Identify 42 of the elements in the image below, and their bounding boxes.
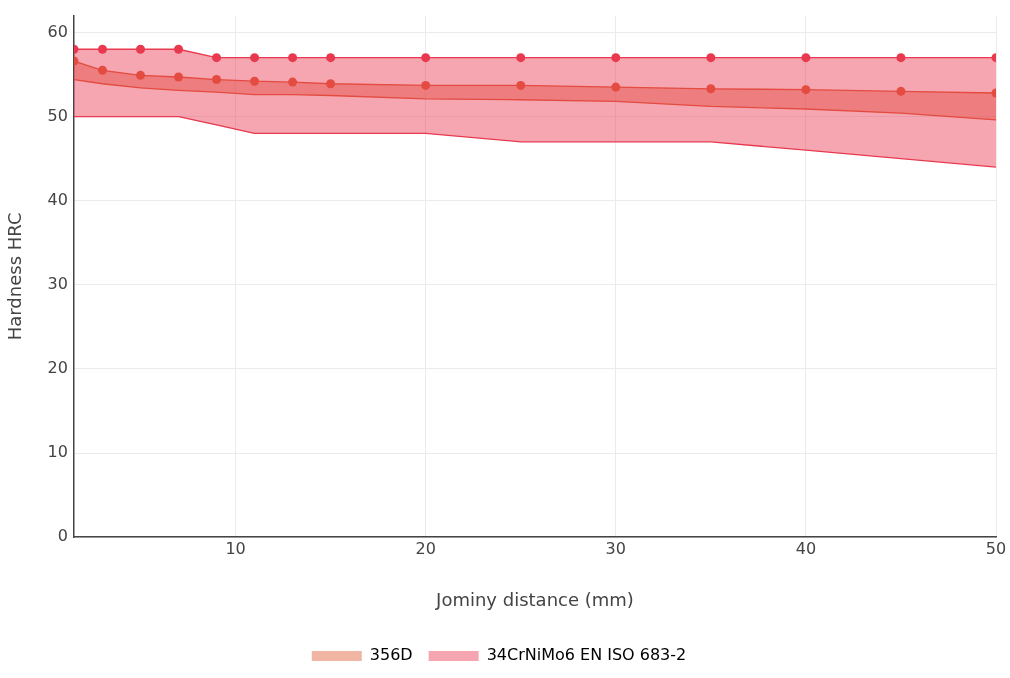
x-tick-label: 30 (605, 538, 626, 558)
point (250, 53, 260, 63)
point (288, 53, 298, 63)
point (97, 65, 107, 75)
point (421, 80, 431, 90)
x-tick-label: 10 (225, 538, 246, 558)
point (288, 77, 298, 87)
point (136, 70, 145, 80)
y-tick-label: 20 (47, 358, 68, 378)
y-tick-label: 0 (57, 526, 68, 546)
point (421, 53, 431, 63)
point (611, 82, 621, 92)
point (174, 44, 184, 54)
legend-label: 356D (369, 645, 413, 665)
point (801, 53, 811, 63)
x-axis-title: Jominy distance (mm) (435, 588, 634, 610)
point (97, 44, 107, 54)
point (326, 53, 336, 63)
y-tick-label: 10 (47, 442, 68, 462)
point (516, 53, 526, 63)
point (516, 80, 526, 90)
point (896, 53, 906, 63)
point (136, 44, 145, 54)
point (801, 85, 811, 95)
x-tick-label: 20 (415, 538, 436, 558)
point (706, 84, 716, 94)
y-tick-label: 40 (47, 189, 68, 209)
point (611, 53, 621, 63)
y-tick-label: 50 (47, 105, 68, 125)
point (706, 53, 716, 63)
y-tick-label: 30 (47, 273, 68, 293)
y-tick-label: 60 (47, 21, 68, 41)
legend-label: 34CrNiMo6 EN ISO 683-2 (486, 645, 687, 665)
point (326, 79, 336, 89)
point (212, 75, 222, 85)
point (212, 53, 222, 63)
y-axis-title: Hardness HRC (4, 212, 26, 341)
x-tick-label: 40 (795, 538, 817, 558)
x-tick-label: 50 (985, 538, 1007, 558)
point (174, 72, 184, 82)
point (250, 76, 260, 86)
point (896, 86, 906, 96)
